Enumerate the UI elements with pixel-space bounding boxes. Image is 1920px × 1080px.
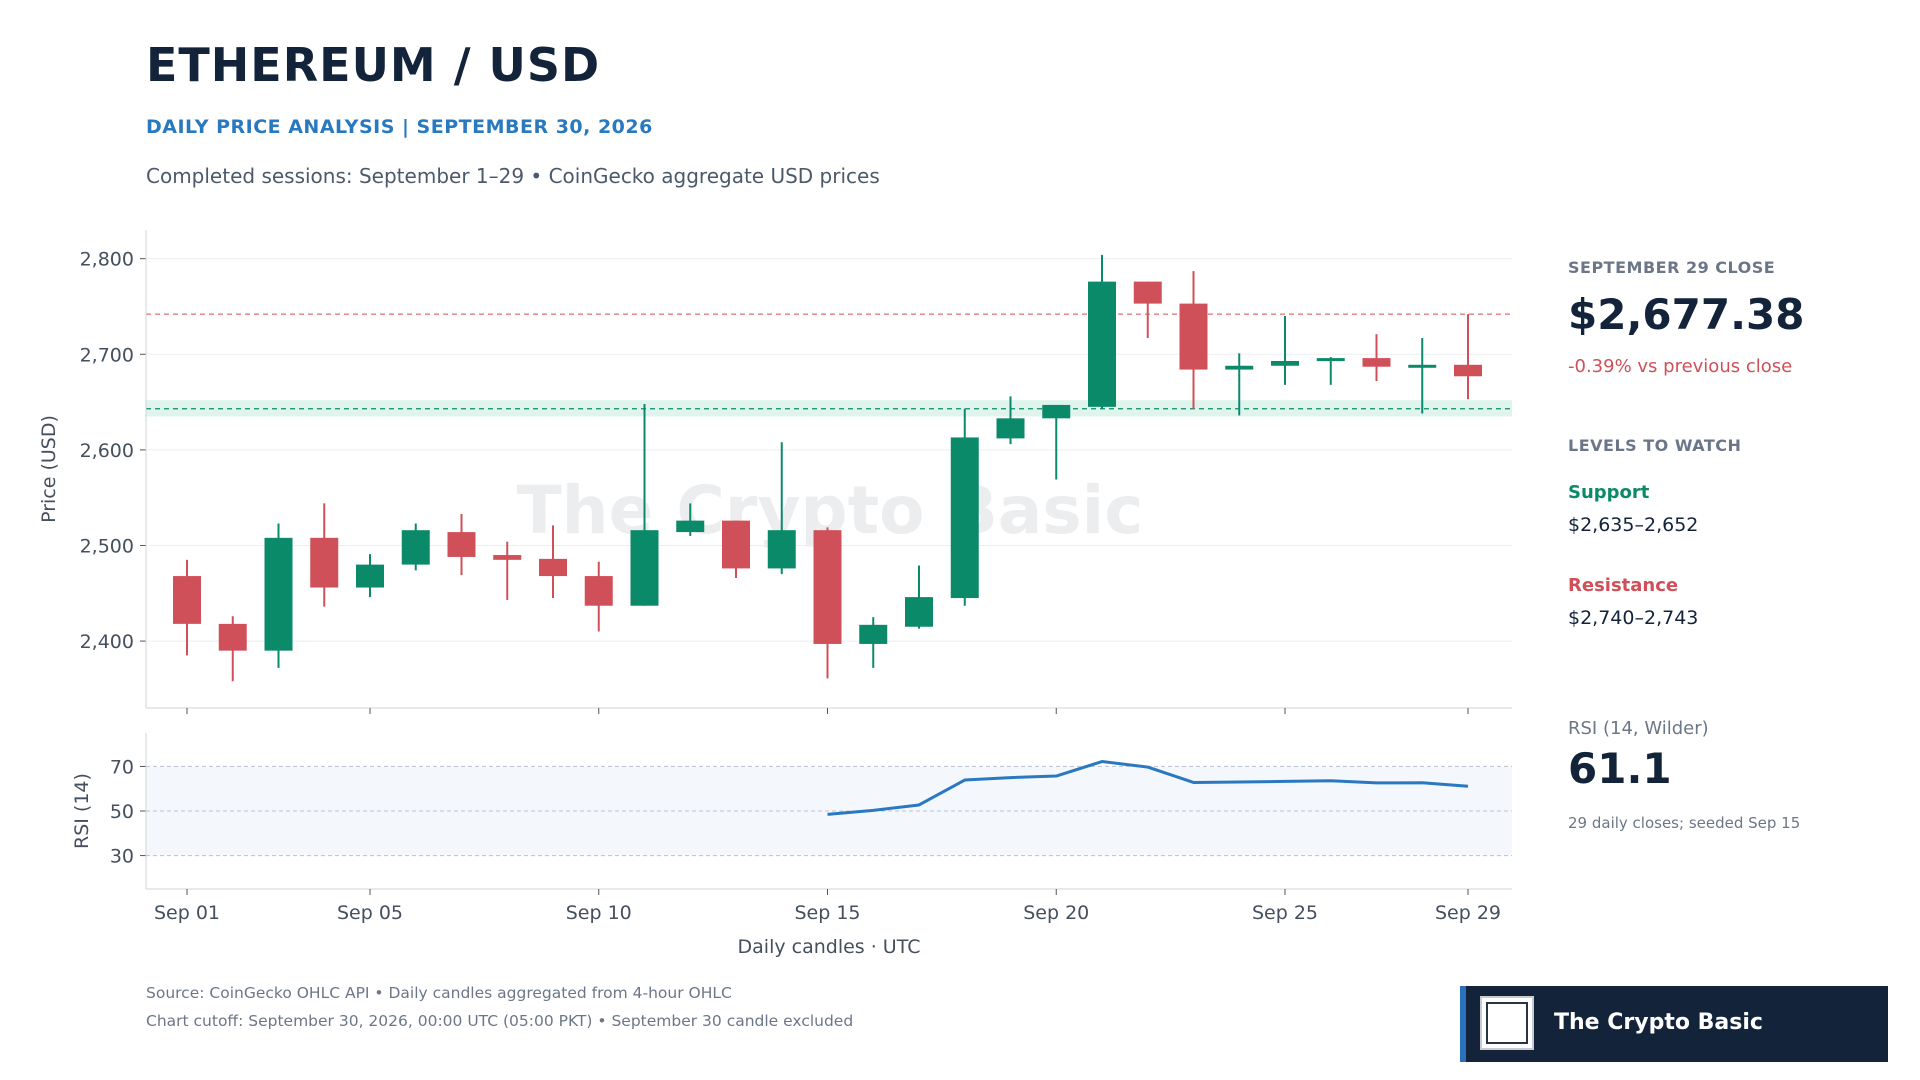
candle-body	[1042, 404, 1071, 419]
candle-body	[1454, 364, 1482, 377]
price-y-axis-label: Price (USD)	[38, 415, 60, 523]
page-title: ETHEREUM / USD	[146, 38, 601, 92]
x-axis-label: Daily candles · UTC	[738, 936, 921, 958]
candle-body	[859, 624, 888, 644]
footer-cutoff: Chart cutoff: September 30, 2026, 00:00 …	[146, 1012, 854, 1030]
candle-body	[401, 530, 430, 565]
candle-body	[1225, 365, 1254, 370]
brand-logo-frame	[1486, 1002, 1528, 1044]
rsi-tick-label: 30	[110, 846, 134, 868]
page-subtitle: DAILY PRICE ANALYSIS | SEPTEMBER 30, 202…	[146, 116, 653, 138]
candle-body	[722, 520, 750, 569]
close-label: SEPTEMBER 29 CLOSE	[1568, 258, 1776, 277]
brand-name: The Crypto Basic	[1554, 1010, 1763, 1035]
candle-body	[1316, 358, 1345, 362]
x-tick-label: Sep 05	[337, 902, 403, 924]
x-tick-label: Sep 25	[1252, 902, 1318, 924]
candle-body	[996, 418, 1025, 439]
price-tick-label: 2,600	[80, 440, 134, 462]
price-tick-label: 2,700	[80, 344, 134, 366]
candle-body	[173, 576, 201, 624]
candle-body	[539, 558, 567, 577]
x-tick-label: Sep 01	[154, 902, 220, 924]
candle-body	[630, 530, 659, 606]
rsi-note: 29 daily closes; seeded Sep 15	[1568, 814, 1801, 832]
candle-body	[905, 597, 933, 627]
support-band	[146, 400, 1512, 417]
candle-body	[310, 537, 339, 588]
candle-body	[264, 537, 293, 651]
candle-body	[767, 530, 796, 569]
resistance-value: $2,740–2,743	[1568, 607, 1699, 629]
candle-body	[676, 520, 705, 533]
price-chart: The Crypto Basic2,4002,5002,6002,7002,80…	[38, 230, 1512, 958]
support-value: $2,635–2,652	[1568, 514, 1699, 536]
candle-body	[1088, 281, 1116, 407]
rsi-line	[827, 760, 1469, 816]
price-tick-label: 2,500	[80, 535, 134, 557]
support-label: Support	[1568, 482, 1650, 503]
candle-body	[1271, 360, 1299, 366]
candle-body	[1179, 303, 1208, 370]
candle-body	[447, 532, 476, 557]
x-tick-label: Sep 10	[566, 902, 632, 924]
brand-logo-icon	[1480, 996, 1534, 1050]
rsi-tick-label: 50	[110, 801, 134, 823]
resistance-label: Resistance	[1568, 575, 1679, 596]
candle-body	[218, 623, 247, 651]
price-tick-label: 2,800	[80, 249, 134, 271]
rsi-value: 61.1	[1568, 744, 1672, 793]
footer-source: Source: CoinGecko OHLC API • Daily candl…	[146, 984, 732, 1002]
page-description: Completed sessions: September 1–29 • Coi…	[146, 164, 880, 188]
candle-body	[584, 576, 613, 606]
brand-accent-bar	[1460, 986, 1466, 1062]
candle-body	[950, 437, 979, 599]
x-tick-label: Sep 29	[1435, 902, 1501, 924]
x-tick-label: Sep 20	[1023, 902, 1089, 924]
candle-body	[1362, 358, 1391, 367]
rsi-label: RSI (14, Wilder)	[1568, 718, 1709, 739]
price-tick-label: 2,400	[80, 631, 134, 653]
candle-body	[1408, 364, 1437, 368]
candle-body	[1133, 281, 1162, 304]
candle-body	[493, 555, 522, 560]
candle-body	[813, 530, 842, 644]
levels-label: LEVELS TO WATCH	[1568, 436, 1742, 455]
rsi-y-axis-label: RSI (14)	[71, 773, 93, 849]
rsi-tick-label: 70	[110, 756, 134, 778]
close-value: $2,677.38	[1568, 290, 1805, 339]
x-tick-label: Sep 15	[794, 902, 860, 924]
candle-body	[356, 564, 384, 588]
close-change: -0.39% vs previous close	[1568, 356, 1793, 377]
brand-badge: The Crypto Basic	[1460, 986, 1888, 1062]
